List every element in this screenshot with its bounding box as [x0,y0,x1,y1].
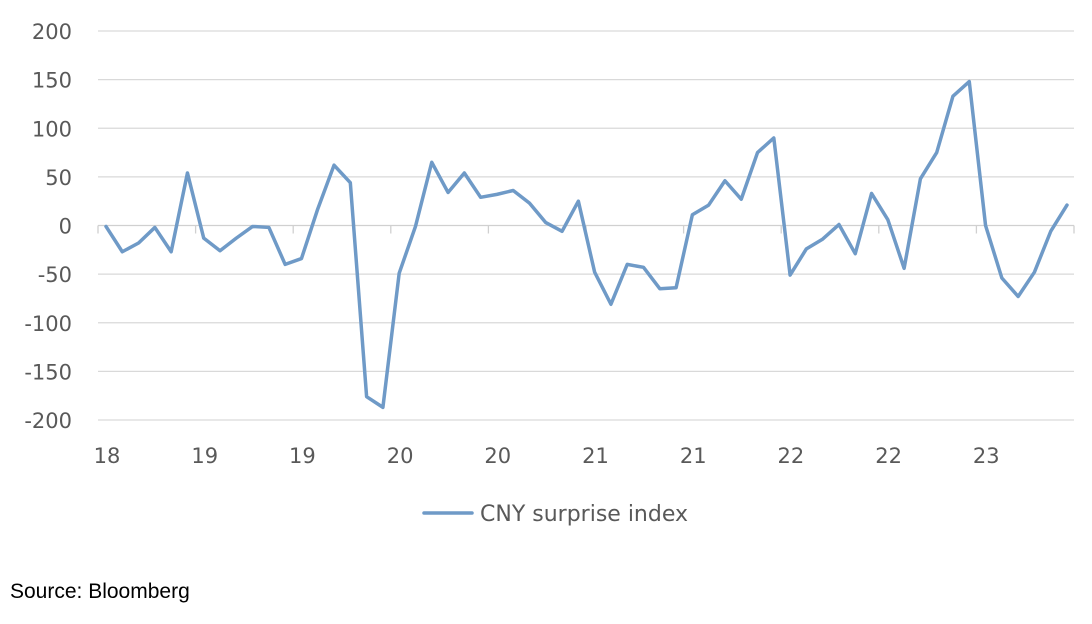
y-tick-label: -100 [24,312,72,336]
x-tick-label: 21 [680,444,707,468]
y-tick-label: -50 [38,263,72,287]
x-tick-label: 23 [973,444,1000,468]
source-note: Source: Bloomberg [10,580,190,603]
gridlines [97,30,1075,421]
y-tick-label: 0 [59,215,72,239]
x-tick-label: 19 [289,444,316,468]
series-line [104,79,1069,410]
y-tick-label: 100 [32,117,72,141]
y-axis-tick-labels: 200 150 100 50 0 -50 -100 -150 -200 [24,20,72,433]
x-tick-label: 22 [778,444,805,468]
x-tick-label: 18 [94,444,121,468]
legend-label: CNY surprise index [480,502,688,527]
series-group [104,79,1069,410]
y-tick-label: 150 [32,69,72,93]
x-axis-tick-labels: 18 19 19 20 20 21 21 22 22 23 [94,444,1000,468]
y-tick-label: -150 [24,360,72,384]
x-tick-label: 22 [875,444,902,468]
y-tick-label: -200 [24,409,72,433]
x-tick-label: 20 [484,444,511,468]
y-tick-label: 200 [32,20,72,44]
line-chart: 200 150 100 50 0 -50 -100 -150 -200 18 19 19 20 20 21… [24,20,1075,527]
legend: CNY surprise index [422,502,688,527]
x-tick-label: 19 [191,444,218,468]
x-tick-label: 20 [387,444,414,468]
y-tick-label: 50 [45,166,72,190]
x-tick-label: 21 [582,444,609,468]
